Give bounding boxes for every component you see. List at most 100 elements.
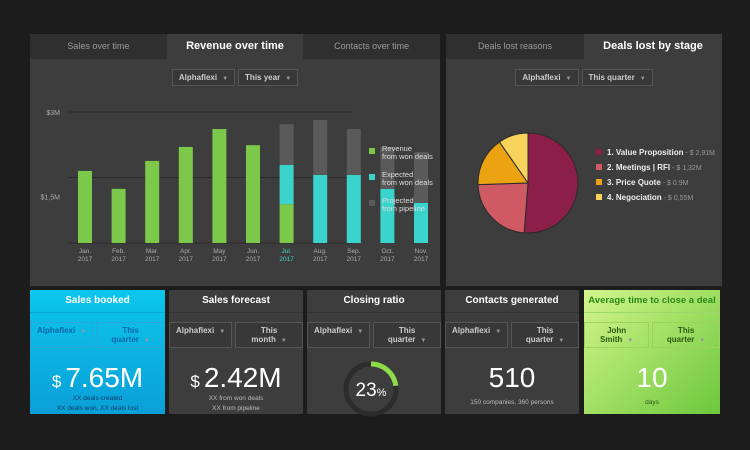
chevron-down-icon: ▼ (495, 329, 502, 335)
card-subtext: XX deals created (72, 395, 123, 402)
bar-projected-from-pipeline (414, 152, 428, 203)
legend-swatch (369, 200, 375, 206)
tab-revenue-over-time[interactable]: Revenue over time (166, 34, 304, 59)
revenue-panel: Sales over time Revenue over time Contac… (30, 34, 440, 286)
dropdown-value: John Smith (600, 326, 627, 344)
y-tick-label: $1,5M (41, 195, 61, 202)
tab-contacts-over-time[interactable]: Contacts over time (334, 41, 410, 51)
x-tick-label: 2017 (313, 256, 328, 263)
pie-slice (477, 141, 529, 186)
legend-swatch (596, 179, 602, 185)
revenue-tabs: Sales over time Revenue over time Contac… (30, 34, 440, 59)
x-tick-label: Mar. (146, 248, 159, 255)
period-dropdown[interactable]: This quarter ▼ (511, 322, 579, 348)
sales-forecast-value: $2.42M (190, 362, 282, 393)
tab-deals-lost-by-stage[interactable]: Deals lost by stage (584, 34, 722, 59)
x-tick-label: Sep. (347, 248, 361, 255)
dropdown-value: Alphaflexi (37, 326, 76, 335)
bar-revenue-from-won-deals (212, 129, 227, 243)
company-dropdown[interactable]: Alphaflexi ▼ (307, 322, 371, 348)
bar-projected-from-pipeline (380, 146, 395, 189)
closing-ratio-value: 23% (356, 380, 387, 401)
legend-label: Projected (382, 196, 414, 205)
legend-label: 4. Negociation - $ 0,55M (607, 193, 693, 202)
bar-revenue-from-won-deals (246, 145, 260, 243)
dropdown-value: Alphaflexi (178, 73, 218, 82)
dropdown-value: Alphaflexi (314, 326, 353, 335)
legend-swatch (596, 164, 602, 170)
bar-expected-from-won-deals (279, 164, 294, 205)
chevron-down-icon: ▼ (558, 338, 565, 344)
period-dropdown[interactable]: This quarter ▼ (652, 322, 720, 348)
x-tick-label: Nov. (415, 248, 428, 255)
legend-label: Expected (382, 170, 413, 179)
x-tick-label: 2017 (111, 256, 126, 263)
company-dropdown[interactable]: Alphaflexi ▼ (169, 322, 233, 348)
period-dropdown[interactable]: This quarter ▼ (96, 322, 165, 348)
dropdown-value: This year (245, 73, 281, 82)
chevron-down-icon: ▼ (222, 76, 229, 82)
company-dropdown[interactable]: Alphaflexi ▼ (30, 322, 94, 348)
period-dropdown[interactable]: This year ▼ (238, 69, 299, 86)
legend-label: 3. Price Quote - $ 0.9M (607, 178, 689, 187)
dropdown-value: Alphaflexi (522, 73, 561, 82)
bar-revenue-from-won-deals (145, 160, 160, 243)
x-tick-label: Oct. (381, 248, 393, 255)
x-tick-label: 2017 (279, 256, 294, 263)
x-tick-label: Jul. (282, 248, 292, 255)
x-tick-label: 2017 (179, 256, 194, 263)
x-tick-label: 2017 (78, 256, 93, 263)
chevron-down-icon: ▼ (80, 329, 87, 335)
tab-deals-lost-reasons[interactable]: Deals lost reasons (477, 41, 553, 51)
card-title: Sales forecast (169, 290, 303, 313)
legend-value: - $ 2,91M (683, 150, 715, 157)
chevron-down-icon: ▼ (280, 338, 287, 344)
company-dropdown[interactable]: Alphaflexi ▼ (445, 322, 509, 348)
company-dropdown[interactable]: Alphaflexi ▼ (171, 69, 236, 86)
period-dropdown[interactable]: This quarter ▼ (581, 69, 653, 86)
legend-label: Revenue (382, 144, 412, 153)
card-subtext: days (645, 399, 659, 406)
legend-label: from pipeline (382, 204, 425, 213)
dropdown-value: This quarter (387, 326, 416, 344)
pie-slice (477, 182, 529, 234)
dropdown-value: This month (251, 326, 278, 344)
pie-slice (523, 132, 579, 234)
company-dropdown[interactable]: Alphaflexi ▼ (515, 69, 579, 86)
avg-time-card: Average time to close a deal John Smith ▼… (584, 290, 720, 414)
contacts-generated-card: Contacts generated Alphaflexi ▼ This quar… (445, 290, 579, 414)
x-tick-label: Feb. (112, 248, 125, 255)
period-dropdown[interactable]: This quarter ▼ (373, 322, 441, 348)
x-tick-label: 2017 (347, 256, 362, 263)
x-tick-label: 2017 (246, 256, 261, 263)
dropdown-value: Alphaflexi (176, 326, 215, 335)
person-dropdown[interactable]: John Smith ▼ (584, 322, 650, 348)
bar-revenue-from-won-deals (111, 188, 126, 243)
legend-swatch (596, 194, 602, 200)
chevron-down-icon: ▼ (565, 76, 572, 82)
card-title: Closing ratio (307, 290, 441, 313)
closing-ratio-gauge: 23% (343, 361, 399, 417)
bar-expected-from-won-deals (380, 188, 395, 243)
legend-swatch (369, 148, 375, 154)
legend-swatch (596, 149, 602, 155)
bar-expected-from-won-deals (414, 202, 428, 243)
bar-projected-from-pipeline (313, 119, 328, 175)
legend-label: from won deals (382, 152, 433, 161)
chevron-down-icon: ▼ (627, 338, 634, 344)
bar-expected-from-won-deals (313, 174, 328, 243)
bar-expected-from-won-deals (346, 174, 361, 243)
legend-label: 2. Meetings | RFI - $ 1,32M (607, 163, 702, 172)
card-title: Average time to close a deal (584, 290, 720, 313)
pie-slice (498, 132, 529, 185)
chevron-down-icon: ▼ (285, 76, 292, 82)
x-tick-label: Jan. (79, 248, 91, 255)
card-subtext: XX deals won, XX deals lost (56, 405, 139, 412)
bar-revenue-from-won-deals (279, 204, 294, 243)
gauge-progress-arc (370, 361, 399, 387)
tab-sales-over-time[interactable]: Sales over time (67, 41, 130, 51)
bar-revenue-from-won-deals (78, 170, 92, 243)
x-tick-label: 2017 (414, 256, 429, 263)
period-dropdown[interactable]: This month ▼ (235, 322, 303, 348)
x-tick-label: May (213, 248, 226, 255)
